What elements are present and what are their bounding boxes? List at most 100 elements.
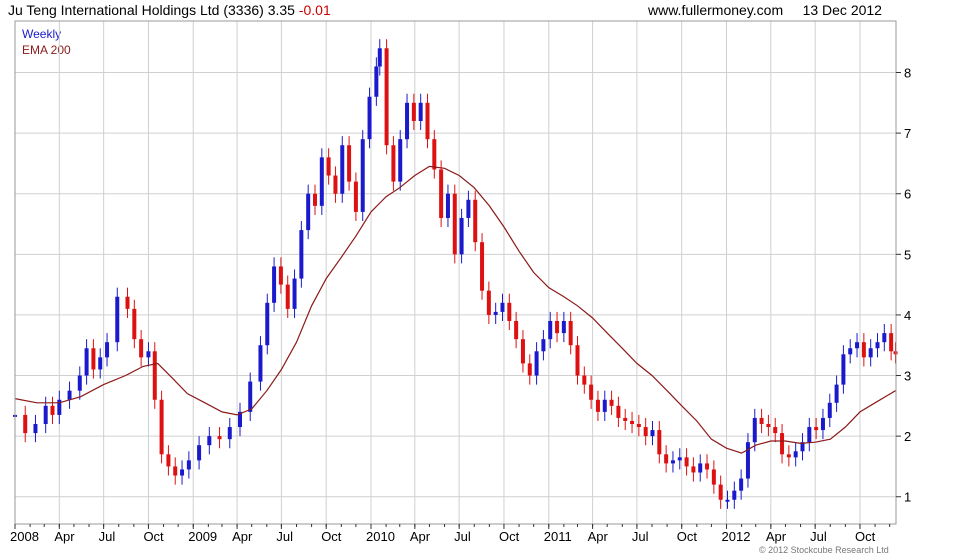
candle-body [848, 348, 853, 355]
candle-body [814, 427, 819, 431]
x-tick-label: 2009 [188, 529, 217, 544]
candle-body [391, 145, 396, 182]
candle-body [684, 457, 689, 467]
candle-body [340, 145, 345, 194]
candle-body [67, 390, 72, 400]
candle-body [166, 454, 171, 467]
candle-body [265, 302, 270, 346]
candle-body [650, 430, 655, 437]
y-tick-label: 8 [904, 66, 911, 81]
candle-body [57, 399, 62, 415]
candle-body [377, 48, 382, 67]
candle-body [217, 436, 222, 440]
x-tick-label: Oct [855, 529, 876, 544]
candle-body [773, 427, 778, 434]
candle-body [347, 145, 352, 182]
candle-body [820, 417, 825, 431]
candle-body [33, 424, 38, 434]
candle-body [292, 278, 297, 309]
candle-body [418, 102, 423, 121]
candle-body [319, 157, 324, 206]
y-tick-label: 7 [904, 126, 911, 141]
candle-body [480, 242, 485, 291]
candle-body [207, 436, 212, 446]
candle-body [152, 351, 157, 400]
candle-body [278, 266, 283, 285]
y-axis-ticks: 1 2 3 4 5 6 7 8 [896, 66, 911, 505]
company-name: Ju Teng International Holdings Ltd [8, 2, 220, 18]
candle-body [197, 445, 202, 461]
x-tick-label: Apr [410, 529, 431, 544]
candle-body [180, 469, 185, 476]
x-tick-label: Apr [766, 529, 787, 544]
x-tick-label: 2011 [544, 529, 572, 544]
candle-body [50, 405, 55, 415]
candle-body [285, 284, 290, 309]
candle-body [466, 199, 471, 218]
price-change: -0.01 [298, 2, 331, 18]
candle-body [705, 463, 710, 470]
candle-body [486, 290, 491, 315]
candle-body [186, 460, 191, 470]
candle-body [258, 345, 263, 382]
x-tick-label: Jul [454, 529, 471, 544]
candle-body [827, 402, 832, 418]
x-tick-label: Oct [677, 529, 698, 544]
x-axis-ticks: 2008 Apr Jul Oct 2009 Apr Jul Oct 2010 Apr Jul Oct 2… [10, 524, 891, 544]
candle-body [105, 342, 110, 358]
x-tick-label: Apr [232, 529, 253, 544]
candle-body [227, 427, 232, 440]
website-link[interactable]: www.fullermoney.com [648, 2, 784, 18]
candle-body [889, 333, 894, 352]
legend-ema: EMA 200 [22, 43, 71, 57]
candle-body [732, 490, 737, 500]
candle-body [609, 399, 614, 406]
candle-body [623, 417, 628, 421]
candle-body [745, 442, 750, 479]
candle-body [657, 430, 662, 455]
candle-body [398, 139, 403, 182]
candle-body [882, 333, 887, 343]
weekly-candles [13, 39, 898, 509]
candle-body [493, 311, 498, 315]
ema-200-path [14, 165, 896, 454]
candle-body [793, 451, 798, 458]
candle-body [459, 217, 464, 255]
candle-body [555, 320, 560, 334]
candle-body [439, 169, 444, 218]
x-tick-label: Jul [632, 529, 649, 544]
candle-body [636, 424, 641, 428]
candle-body [84, 348, 89, 376]
x-tick-label: Jul [99, 529, 116, 544]
candle-body [312, 193, 317, 206]
candle-body [855, 342, 860, 349]
candle-body [367, 96, 372, 140]
candle-body [520, 339, 525, 364]
y-tick-label: 4 [904, 308, 911, 323]
candle-body [664, 454, 669, 464]
candle-body [173, 466, 178, 476]
candle-body [411, 102, 416, 121]
candle-body [132, 308, 137, 340]
x-tick-label: 2008 [10, 529, 39, 544]
candle-body [698, 463, 703, 473]
candle-body [711, 469, 716, 485]
candle-body [360, 139, 365, 212]
candle-body [875, 342, 880, 349]
candle-body [299, 230, 304, 279]
candle-body [384, 48, 389, 146]
x-tick-label: Oct [321, 529, 342, 544]
x-tick-label: Oct [143, 529, 164, 544]
y-tick-label: 5 [904, 247, 911, 262]
candle-body [582, 375, 587, 385]
candle-body [237, 411, 242, 428]
last-price: 3.35 [267, 2, 295, 18]
candle-body [527, 363, 532, 376]
x-tick-label: Jul [276, 529, 293, 544]
candle-body [739, 478, 744, 491]
candle-body [333, 175, 338, 194]
candle-body [353, 181, 358, 212]
x-tick-label: 2012 [722, 529, 751, 544]
y-tick-label: 6 [904, 187, 911, 202]
